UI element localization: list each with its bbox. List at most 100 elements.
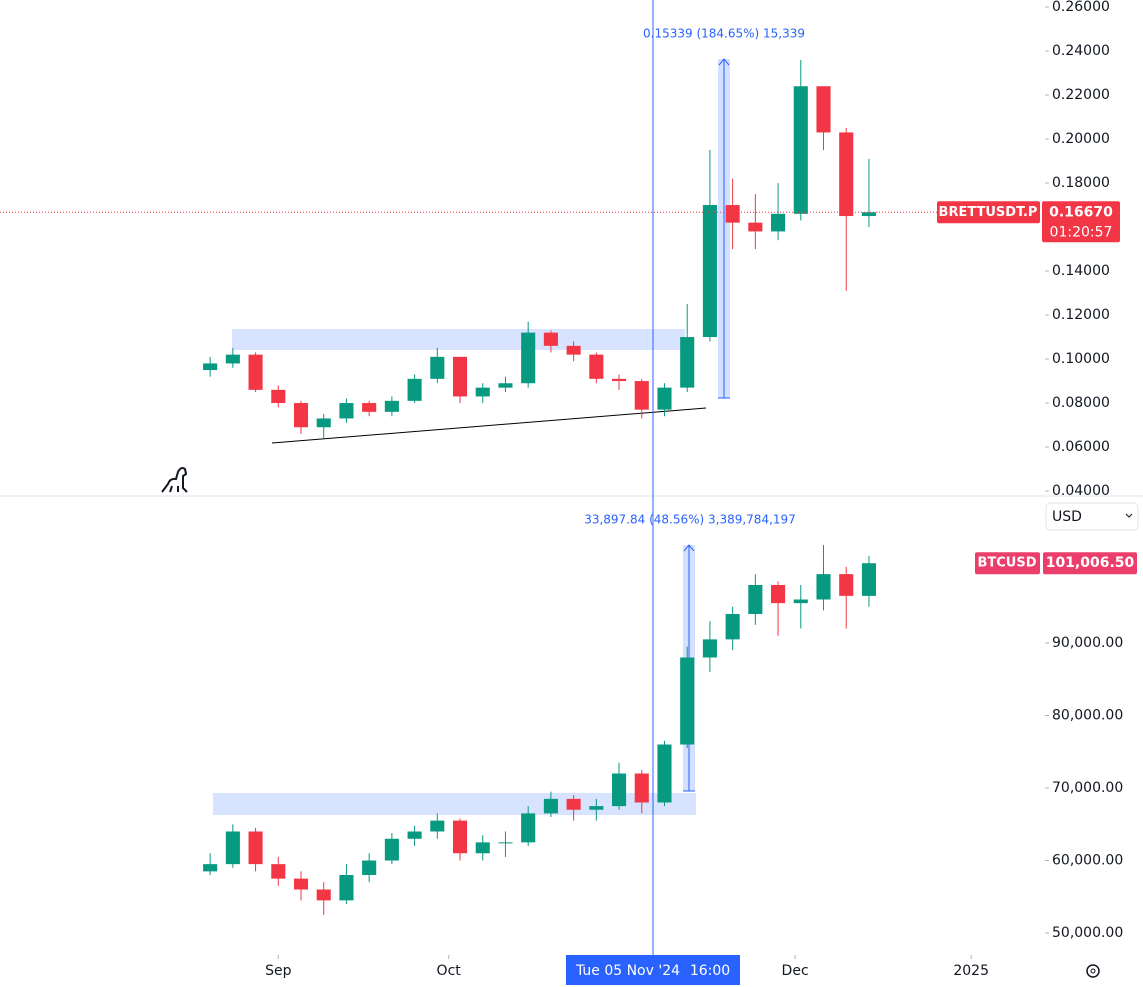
- crosshair-box: [566, 955, 740, 985]
- candle-body: [543, 332, 558, 346]
- y-tick-label: 0.08000: [1052, 395, 1110, 411]
- candle-body: [498, 383, 513, 388]
- candle-body: [861, 212, 876, 217]
- countdown: 01:20:57: [1050, 224, 1113, 240]
- candle-body: [521, 332, 536, 384]
- y-tick-label: 0.04000: [1052, 483, 1110, 499]
- candle-body: [702, 639, 717, 658]
- measure-label: 33,897.84 (48.56%) 3,389,784,197: [584, 513, 796, 527]
- candle-body: [271, 389, 286, 404]
- trend-line: [271, 407, 707, 444]
- candle-body: [225, 354, 240, 364]
- y-tick-label: 90,000.00: [1052, 635, 1123, 651]
- candle-body: [293, 403, 309, 428]
- x-tick-label: Dec: [782, 963, 809, 979]
- candle-body: [339, 403, 354, 419]
- candle-body: [362, 403, 377, 412]
- candle-body: [680, 337, 695, 388]
- candle-body: [725, 205, 740, 223]
- candle-body: [316, 418, 331, 428]
- candle-body: [793, 599, 808, 604]
- dropdown-chevron[interactable]: [1125, 513, 1133, 518]
- x-tick-label: Oct: [437, 963, 462, 979]
- candle-body: [793, 86, 808, 214]
- candle-body: [271, 864, 286, 879]
- candle-body: [589, 806, 604, 810]
- candle-body: [384, 400, 399, 412]
- candle-body: [839, 574, 854, 596]
- y-tick-label: 0.10000: [1052, 351, 1110, 367]
- measure-label: 0.15339 (184.65%) 15,339: [643, 27, 805, 41]
- candle-body: [612, 773, 627, 807]
- y-tick-label: 0.06000: [1052, 439, 1110, 455]
- candle-body: [771, 585, 786, 604]
- range-zone: [232, 329, 685, 350]
- candle-body: [430, 356, 445, 379]
- candle-body: [566, 798, 581, 810]
- candle-body: [452, 820, 468, 854]
- candle-body: [634, 381, 649, 410]
- candle-body: [316, 889, 331, 901]
- y-tick-label: 0.22000: [1052, 87, 1110, 103]
- crosshair-date: Tue 05 Nov '24: [575, 963, 680, 979]
- candle-body: [725, 614, 740, 640]
- candle-body: [816, 86, 831, 133]
- measure-arrow-head: [718, 58, 730, 66]
- candle-body: [475, 387, 490, 397]
- currency[interactable]: USD: [1052, 509, 1082, 525]
- candle-body: [657, 387, 672, 410]
- y-tick-label: 0.24000: [1052, 43, 1110, 59]
- candle-body: [816, 574, 831, 600]
- candle-body: [589, 354, 604, 379]
- candle-body: [680, 657, 695, 745]
- symbol-label: BRETTUSDT.P: [939, 205, 1038, 220]
- candle-body: [543, 798, 558, 814]
- candle-body: [839, 132, 854, 217]
- last-price-label: 0.16670: [1049, 204, 1113, 220]
- y-tick-label: 0.26000: [1052, 0, 1110, 15]
- currency-dropdown[interactable]: [1045, 502, 1139, 531]
- x-tick-label: 2025: [953, 963, 989, 979]
- y-tick-label: 60,000.00: [1052, 853, 1123, 869]
- candle-body: [248, 354, 263, 390]
- candle-body: [384, 838, 399, 861]
- measure-arrow-head: [683, 544, 695, 552]
- symbol-box: [975, 552, 1040, 575]
- settings-button-center[interactable]: [1090, 968, 1096, 974]
- candle-body: [612, 378, 627, 382]
- candle-body: [861, 563, 876, 596]
- y-tick-label: 0.18000: [1052, 175, 1110, 191]
- candle-body: [521, 813, 536, 843]
- y-tick-label: 50,000.00: [1052, 925, 1123, 941]
- candle-body: [771, 213, 786, 232]
- symbol-label: BTCUSD: [977, 556, 1036, 571]
- y-tick-label: 0.14000: [1052, 263, 1110, 279]
- candle-body: [566, 345, 581, 355]
- candle-body: [248, 831, 263, 865]
- last-price-label: 101,006.50: [1046, 555, 1135, 571]
- y-tick-label: 0.20000: [1052, 131, 1110, 147]
- x-tick-label: Sep: [265, 963, 292, 979]
- last-price-box: [1043, 552, 1137, 575]
- candle-body: [225, 831, 240, 865]
- candle-body: [634, 773, 649, 803]
- settings-button[interactable]: [1086, 964, 1100, 978]
- y-tick-label: 70,000.00: [1052, 780, 1123, 796]
- candle-body: [203, 363, 218, 371]
- y-tick-label: 80,000.00: [1052, 708, 1123, 724]
- last-price-box: [1042, 201, 1120, 243]
- candle-body: [203, 864, 218, 872]
- candle-body: [498, 842, 513, 844]
- candle-body: [293, 878, 309, 890]
- crosshair-time: 16:00: [690, 963, 730, 979]
- candle-body: [702, 205, 717, 338]
- candle-body: [362, 860, 377, 876]
- candle-body: [339, 875, 354, 901]
- candle-body: [407, 378, 422, 401]
- y-tick-label: 0.12000: [1052, 307, 1110, 323]
- candle-body: [407, 831, 422, 839]
- candle-body: [475, 842, 490, 854]
